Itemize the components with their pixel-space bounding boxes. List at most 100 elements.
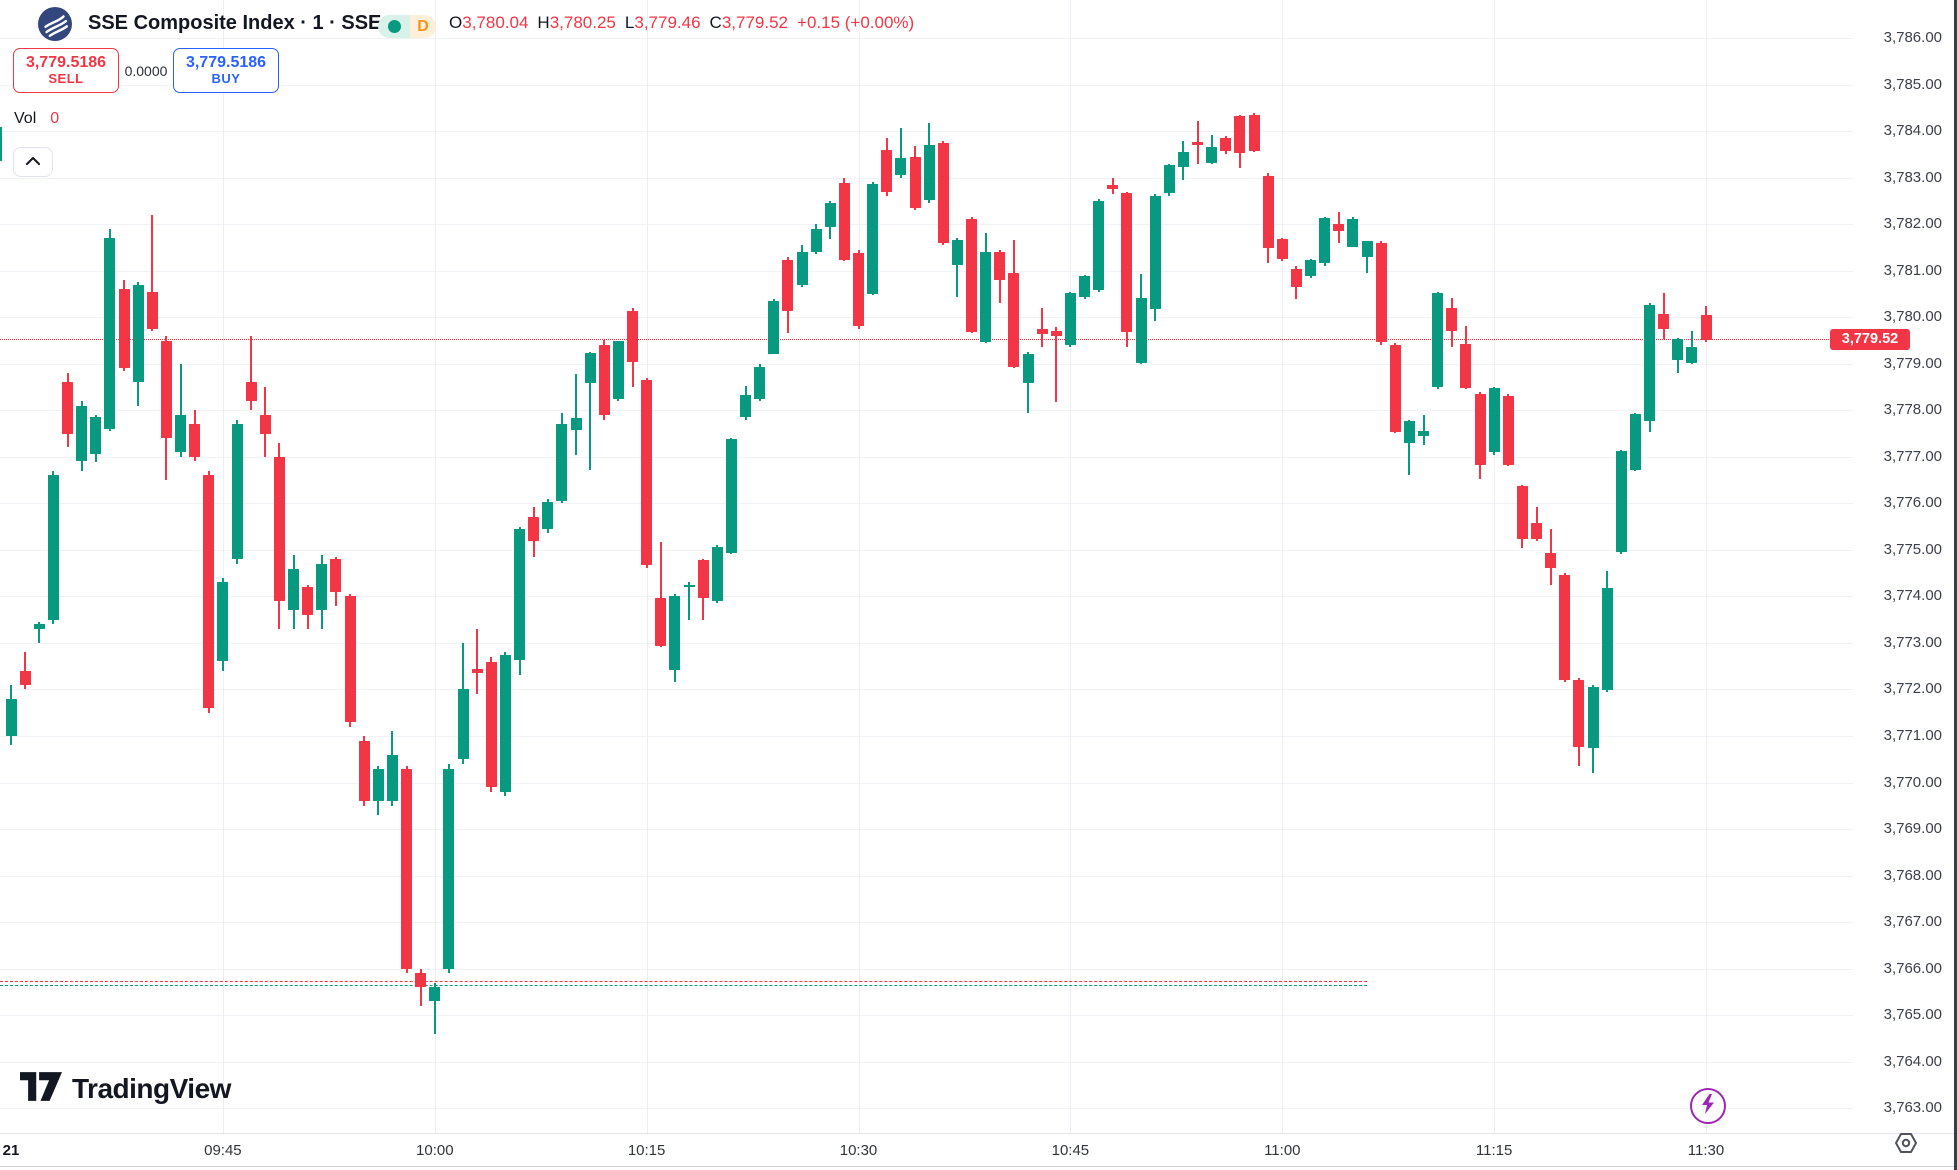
candle-09:57-up[interactable] [386, 754, 398, 802]
candle-10:54-down[interactable] [1192, 141, 1203, 146]
candle-11:12-down[interactable] [1446, 308, 1458, 331]
candle-10:43-down[interactable] [1036, 328, 1048, 334]
candle-11:24-up[interactable] [1615, 450, 1627, 553]
candle-10:58-down[interactable] [1248, 114, 1260, 152]
candle-09:51-down[interactable] [302, 587, 314, 615]
candle-10:17-up[interactable] [669, 596, 681, 671]
candle-09:35-up[interactable] [76, 405, 88, 462]
candle-10:51-up[interactable] [1149, 196, 1161, 310]
candle-11:16-down[interactable] [1502, 395, 1514, 466]
symbol-title[interactable]: SSE Composite Index · 1 · SSE [88, 12, 382, 34]
candle-10:12-down[interactable] [598, 345, 610, 416]
candle-09:58-down[interactable] [401, 768, 412, 969]
candle-10:38-down[interactable] [966, 219, 977, 333]
candle-09:42-up[interactable] [175, 415, 186, 453]
candle-09:36-up[interactable] [90, 417, 102, 455]
candle-10:28-up[interactable] [824, 202, 836, 227]
candle-09:33-up[interactable] [47, 475, 59, 620]
candle-11:10-up[interactable] [1418, 431, 1429, 436]
volume-indicator-row[interactable]: Vol 0 [14, 110, 59, 128]
candle-10:26-up[interactable] [796, 252, 808, 286]
candle-10:48-down[interactable] [1107, 184, 1119, 190]
sell-button[interactable]: 3,779.5186 SELL [13, 48, 119, 93]
candle-10:50-up[interactable] [1135, 298, 1147, 363]
candle-10:46-up[interactable] [1079, 276, 1090, 298]
candle-10:27-up[interactable] [810, 228, 822, 253]
collapse-panel-button[interactable] [13, 147, 53, 177]
candle-09:49-down[interactable] [273, 456, 285, 601]
candle-09:45-up[interactable] [217, 582, 229, 662]
candle-11:29-up[interactable] [1686, 347, 1698, 363]
candle-11:21-down[interactable] [1573, 680, 1585, 748]
candle-11:27-down[interactable] [1658, 314, 1670, 330]
candle-11:30-down[interactable] [1700, 315, 1712, 340]
candle-11:18-down[interactable] [1531, 523, 1542, 540]
candle-10:09-up[interactable] [556, 424, 568, 502]
candle-11:26-up[interactable] [1644, 305, 1655, 421]
candle-11:11-up[interactable] [1432, 293, 1444, 388]
candle-10:55-up[interactable] [1206, 147, 1218, 164]
candle-10:57-down[interactable] [1234, 116, 1246, 154]
candle-09:52-up[interactable] [316, 563, 328, 611]
time-axis[interactable]: 21 09:45 10:00 10:15 10:30 10:45 11:00 11:15 11:… [0, 1133, 1957, 1170]
candle-10:32-down[interactable] [881, 150, 893, 193]
candle-09:32-up[interactable] [33, 624, 45, 629]
candle-09:55-down[interactable] [358, 740, 370, 802]
candle-10:07-down[interactable] [528, 517, 540, 541]
candle-11:02-up[interactable] [1305, 260, 1316, 277]
candle-10:37-up[interactable] [951, 240, 963, 266]
candle-10:35-up[interactable] [923, 145, 935, 200]
candle-09:59-down[interactable] [415, 973, 427, 988]
candle-11:14-down[interactable] [1474, 394, 1486, 466]
candle-10:41-down[interactable] [1008, 273, 1020, 368]
candle-11:01-down[interactable] [1290, 269, 1302, 288]
chart-plot-area[interactable] [0, 0, 1957, 1133]
candle-10:59-down[interactable] [1262, 176, 1274, 249]
candle-10:31-up[interactable] [867, 183, 879, 295]
candle-09:38-down[interactable] [118, 289, 130, 369]
candle-10:08-up[interactable] [542, 502, 554, 530]
flash-order-button[interactable] [1690, 1088, 1726, 1124]
candle-10:39-up[interactable] [980, 252, 992, 342]
candle-11:28-up[interactable] [1672, 339, 1684, 360]
candle-11:17-down[interactable] [1516, 486, 1528, 540]
candle-10:42-up[interactable] [1022, 353, 1034, 384]
candle-11:00-down[interactable] [1276, 239, 1288, 260]
candle-09:40-down[interactable] [146, 291, 158, 329]
candle-11:23-up[interactable] [1601, 588, 1613, 691]
price-axis[interactable]: 3,786.00 3,785.00 3,784.00 3,783.00 3,782.00… [1856, 0, 1957, 1133]
candle-11:03-up[interactable] [1319, 218, 1331, 264]
candle-11:08-down[interactable] [1389, 345, 1401, 433]
candle-10:14-down[interactable] [627, 311, 638, 362]
candle-09:46-up[interactable] [231, 424, 243, 560]
candle-11:05-up[interactable] [1347, 219, 1359, 247]
candle-10:47-up[interactable] [1093, 201, 1105, 291]
candle-10:00-up[interactable] [429, 987, 441, 1002]
candle-10:15-down[interactable] [641, 380, 653, 566]
candle-10:24-up[interactable] [768, 301, 780, 354]
candle-10:33-up[interactable] [895, 158, 907, 176]
candle-09:37-up[interactable] [104, 238, 116, 429]
candle-10:10-up[interactable] [570, 418, 582, 431]
candle-09:56-up[interactable] [372, 768, 384, 802]
candle-11:04-down[interactable] [1333, 224, 1345, 232]
candle-10:18-up[interactable] [683, 584, 695, 588]
candle-10:36-down[interactable] [937, 143, 949, 244]
candle-11:22-up[interactable] [1587, 687, 1599, 748]
candle-10:25-down[interactable] [782, 259, 794, 312]
candle-10:21-up[interactable] [725, 439, 737, 554]
candle-09:31-down[interactable] [19, 670, 31, 685]
candle-09:30-up[interactable] [5, 698, 17, 736]
candle-11:15-up[interactable] [1488, 388, 1500, 452]
candle-09:34-down[interactable] [62, 382, 73, 434]
candle-10:04-down[interactable] [485, 661, 497, 788]
market-status-interval-pill[interactable]: D [378, 15, 436, 38]
candle-11:09-up[interactable] [1403, 421, 1415, 443]
candle-10:23-up[interactable] [754, 367, 766, 400]
interval-badge[interactable]: D [410, 15, 436, 38]
candle-10:45-up[interactable] [1064, 293, 1076, 346]
candle-10:30-down[interactable] [853, 253, 864, 326]
candle-11:13-down[interactable] [1460, 344, 1472, 388]
candle-10:34-down[interactable] [909, 157, 921, 209]
candle-10:06-up[interactable] [514, 528, 525, 661]
